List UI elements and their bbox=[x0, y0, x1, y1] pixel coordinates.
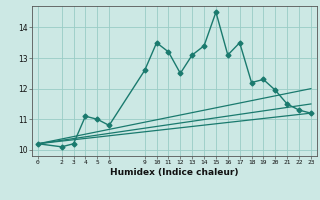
X-axis label: Humidex (Indice chaleur): Humidex (Indice chaleur) bbox=[110, 168, 239, 177]
